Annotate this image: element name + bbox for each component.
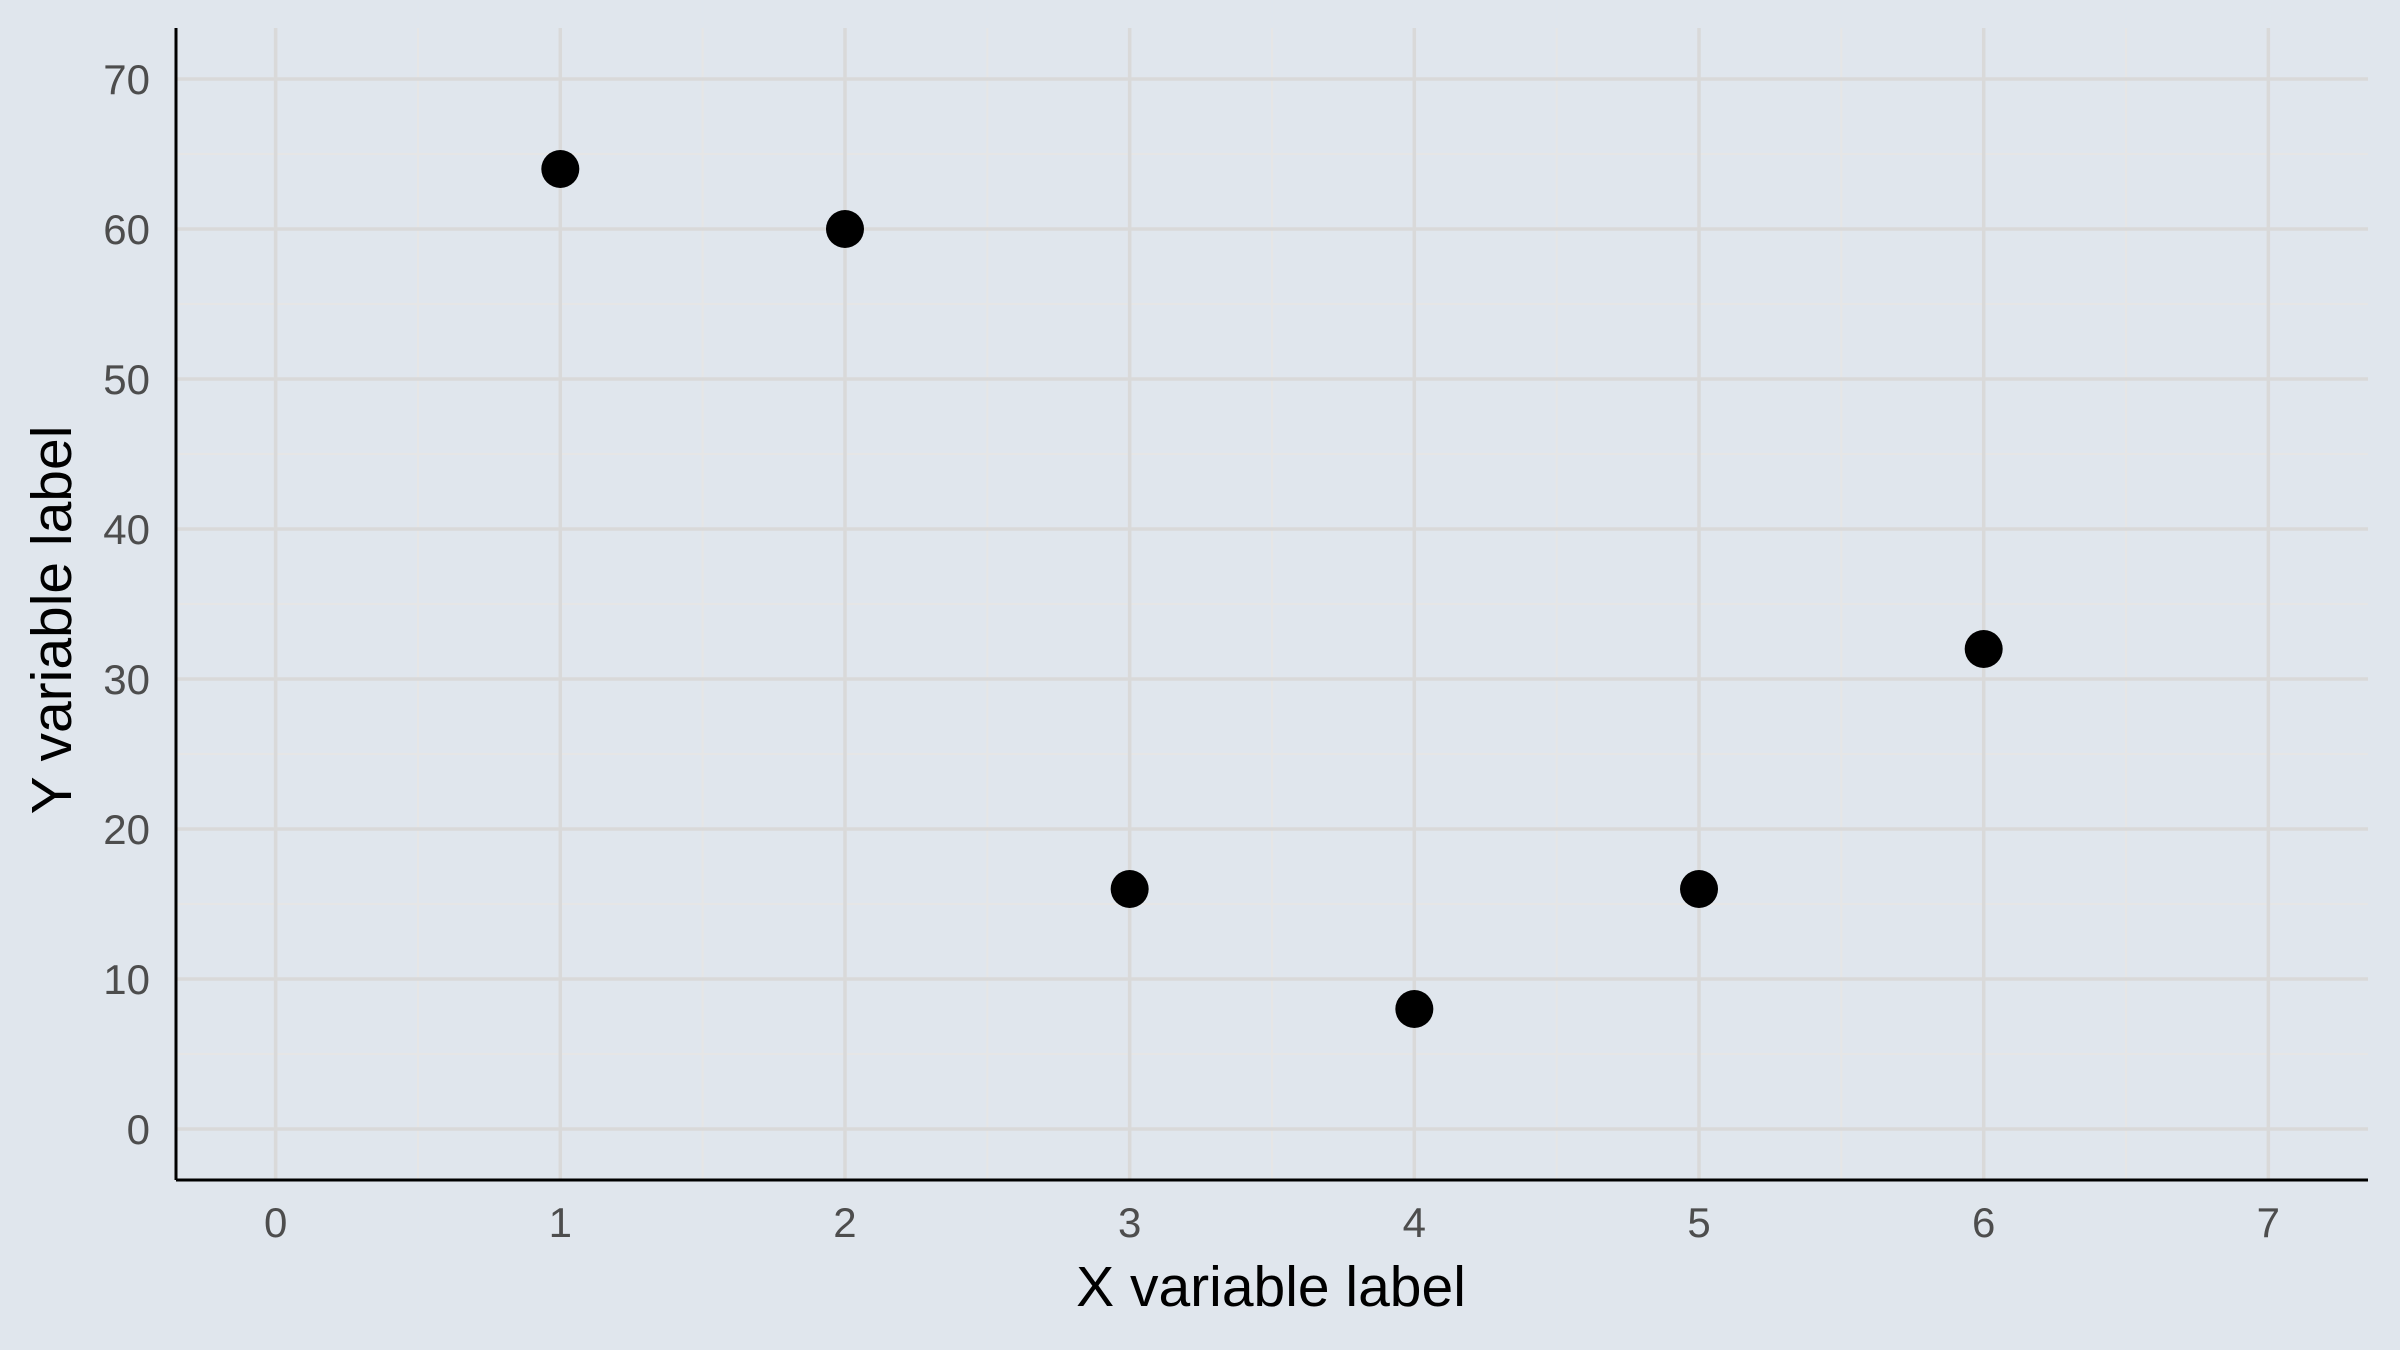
x-tick-label: 1 (549, 1199, 572, 1246)
data-point (825, 210, 864, 248)
x-tick-label: 5 (1687, 1199, 1710, 1246)
x-tick-label: 4 (1403, 1199, 1426, 1246)
x-tick-label: 6 (1972, 1199, 1995, 1246)
x-tick-label: 2 (833, 1199, 856, 1246)
y-tick-label: 70 (103, 56, 150, 103)
y-tick-label: 50 (103, 356, 150, 403)
y-tick-label: 30 (103, 656, 150, 703)
data-point (1680, 870, 1719, 908)
x-tick-label: 0 (264, 1199, 287, 1246)
x-tick-labels: 0 1 2 3 4 5 6 7 (264, 1199, 2280, 1246)
data-point (1395, 990, 1434, 1028)
x-tick-label: 7 (2257, 1199, 2280, 1246)
grid-lines (176, 28, 2368, 1180)
y-tick-label: 60 (103, 206, 150, 253)
y-tick-label: 10 (103, 956, 150, 1003)
x-tick-label: 3 (1118, 1199, 1141, 1246)
y-tick-label: 20 (103, 806, 150, 853)
data-point (1110, 870, 1149, 908)
y-tick-label: 40 (103, 506, 150, 553)
y-tick-label: 0 (127, 1106, 150, 1153)
y-tick-labels: 0 10 20 30 40 50 60 70 (103, 56, 150, 1153)
x-axis-title: X variable label (1076, 1255, 1466, 1319)
y-axis-title: Y variable label (20, 426, 84, 815)
data-point (541, 150, 580, 188)
data-point (1964, 630, 2003, 668)
data-points (541, 150, 2003, 1028)
axes (174, 28, 2368, 1182)
